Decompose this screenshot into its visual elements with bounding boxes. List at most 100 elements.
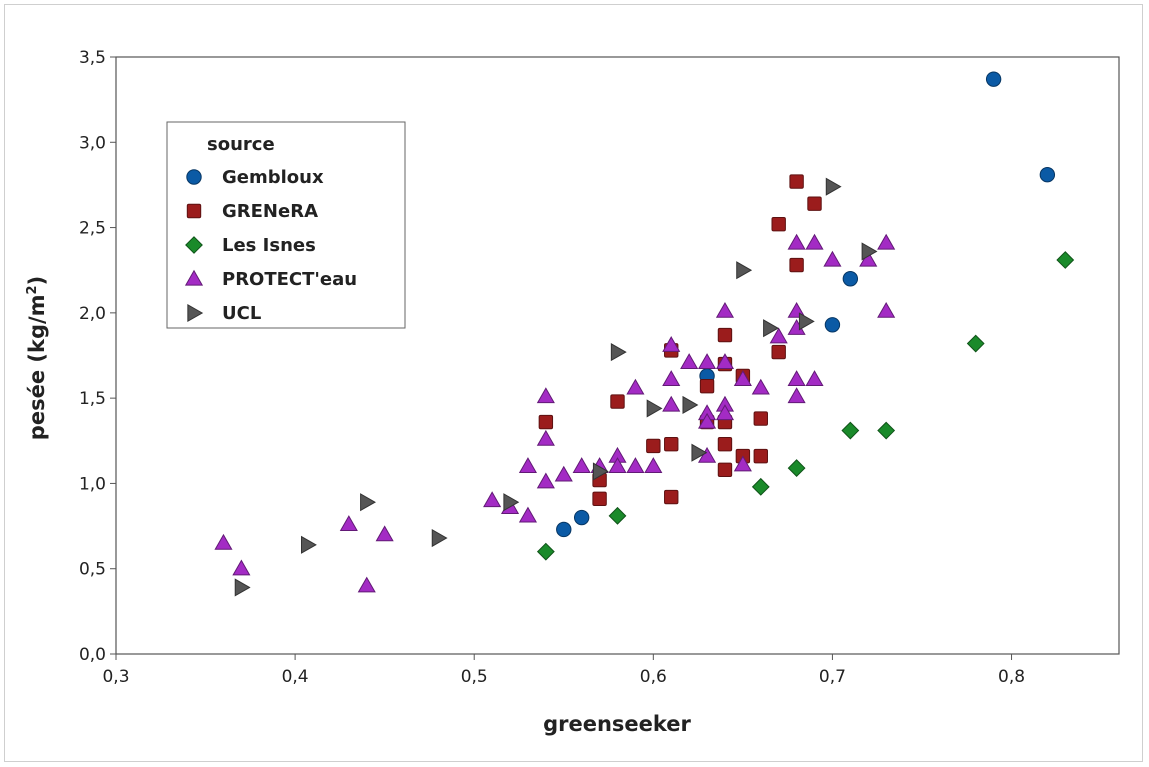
point-protect-eau <box>733 370 752 387</box>
point-grenera <box>610 394 625 409</box>
point-les-isnes <box>536 542 555 561</box>
legend-label-ucl: UCL <box>222 303 261 324</box>
point-protect-eau <box>232 559 251 576</box>
y-tick-label: 2,0 <box>79 304 106 324</box>
point-grenera <box>753 411 768 426</box>
point-les-isnes <box>966 334 985 353</box>
point-protect-eau <box>572 457 591 474</box>
point-grenera <box>538 414 554 430</box>
point-protect-eau <box>877 233 896 250</box>
x-tick-label: 0,5 <box>461 667 488 687</box>
legend-label-les-isnes: Les Isnes <box>222 235 316 256</box>
point-protect-eau <box>715 301 735 318</box>
point-grenera <box>646 438 661 454</box>
point-grenera <box>771 216 786 232</box>
legend-items: Gembloux GRENeRA Les Isnes PROTECT'eau UCL <box>184 167 357 324</box>
y-tick-label: 2,5 <box>79 219 106 239</box>
point-gembloux <box>842 271 859 287</box>
point-les-isnes <box>787 459 806 477</box>
point-protect-eau <box>769 327 788 344</box>
axis-ticks: 0,3 0,4 0,5 0,6 0,7 0,8 0,0 0,5 1,0 1,5 2,0 2,5 3,0 3… <box>79 48 1025 687</box>
point-protect-eau <box>536 472 555 489</box>
y-tick-label: 0,5 <box>79 560 106 580</box>
point-gembloux <box>824 317 841 333</box>
y-tick-label: 3,0 <box>79 133 106 153</box>
point-grenera <box>717 462 733 477</box>
point-protect-eau <box>877 301 896 318</box>
point-ucl <box>691 443 708 462</box>
point-grenera <box>717 327 733 343</box>
y-axis-title-superscript: 2 <box>25 285 40 294</box>
point-ucl <box>431 528 448 548</box>
legend-title: source <box>207 134 275 155</box>
point-ucl <box>763 319 779 338</box>
point-ucl <box>798 312 815 331</box>
plot-area <box>115 56 1120 655</box>
x-tick-label: 0,6 <box>640 667 667 687</box>
legend: source Gembloux GRENeRA Les Isnes PROTECT'e… <box>166 121 406 329</box>
point-protect-eau <box>823 250 842 267</box>
x-tick-label: 0,7 <box>819 667 846 687</box>
legend-marker-les-isnes <box>185 236 203 254</box>
point-ucl <box>360 493 376 512</box>
point-protect-eau <box>751 378 770 395</box>
point-ucl <box>682 395 699 415</box>
point-grenera <box>789 174 804 189</box>
y-tick-label: 1,5 <box>79 389 106 409</box>
point-protect-eau <box>662 336 681 352</box>
point-protect-eau <box>357 576 376 593</box>
point-grenera <box>717 436 733 452</box>
point-gembloux <box>1039 166 1056 183</box>
point-protect-eau <box>787 387 806 404</box>
legend-marker-protect-eau <box>184 269 204 286</box>
point-protect-eau <box>715 404 735 421</box>
point-protect-eau <box>680 353 699 369</box>
point-ucl <box>736 261 753 280</box>
legend-label-protect-eau: PROTECT'eau <box>222 269 357 290</box>
point-protect-eau <box>697 412 717 429</box>
y-tick-label: 3,5 <box>79 48 106 68</box>
x-tick-label: 0,3 <box>102 667 129 687</box>
point-les-isnes <box>1056 251 1075 269</box>
point-ucl <box>646 399 663 418</box>
point-ucl <box>300 535 317 554</box>
point-gembloux <box>556 521 572 538</box>
point-protect-eau <box>805 233 824 250</box>
point-les-isnes <box>877 421 896 440</box>
legend-marker-gembloux <box>186 169 202 185</box>
point-protect-eau <box>697 353 717 369</box>
point-grenera <box>699 379 715 394</box>
point-protect-eau <box>644 457 663 474</box>
point-protect-eau <box>518 457 538 474</box>
point-ucl <box>610 343 627 362</box>
legend-box <box>166 121 406 329</box>
point-grenera <box>807 196 822 211</box>
point-ucl <box>234 578 251 597</box>
point-grenera <box>664 436 679 452</box>
point-protect-eau <box>715 353 735 369</box>
point-protect-eau <box>554 465 573 482</box>
point-grenera <box>789 257 804 273</box>
point-protect-eau <box>375 525 394 542</box>
point-protect-eau <box>214 533 233 550</box>
point-les-isnes <box>751 477 770 496</box>
point-protect-eau <box>805 370 824 387</box>
x-axis-title: greenseeker <box>543 712 691 736</box>
point-protect-eau <box>536 387 555 404</box>
point-protect-eau <box>536 429 555 446</box>
data-points <box>214 71 1075 597</box>
point-ucl <box>825 177 842 196</box>
y-tick-label: 1,0 <box>79 474 106 494</box>
point-protect-eau <box>662 370 681 387</box>
point-ucl <box>592 462 609 481</box>
point-protect-eau <box>787 370 806 387</box>
y-tick-label: 0,0 <box>79 645 106 665</box>
point-protect-eau <box>733 455 752 472</box>
legend-label-grenera: GRENeRA <box>222 201 318 222</box>
point-protect-eau <box>626 457 645 474</box>
point-protect-eau <box>518 506 538 523</box>
legend-marker-ucl <box>187 303 204 323</box>
x-tick-label: 0,4 <box>282 667 309 687</box>
point-grenera <box>753 448 768 464</box>
point-gembloux <box>985 71 1002 87</box>
